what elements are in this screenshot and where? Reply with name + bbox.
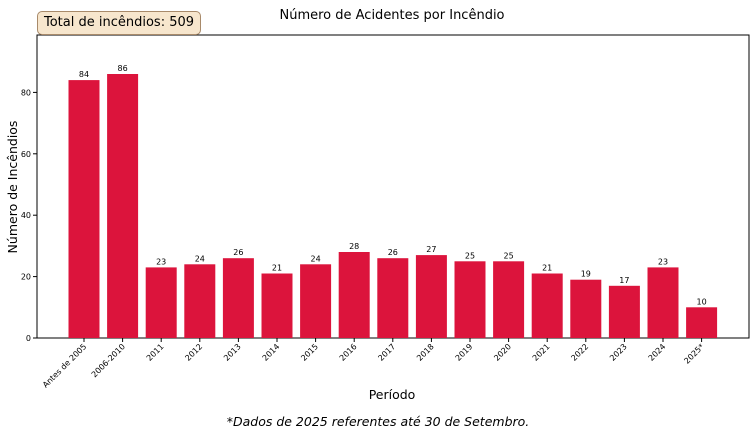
x-tick-label: 2020: [492, 342, 513, 363]
bar-value-label: 26: [388, 248, 398, 257]
bar-value-label: 23: [156, 257, 166, 266]
x-tick-label: 2021: [531, 342, 552, 363]
y-tick-label: 60: [21, 150, 31, 159]
bar: [570, 279, 602, 338]
x-tick-label: 2023: [608, 342, 629, 363]
bar: [415, 255, 447, 338]
y-axis: 0 20 40 60 80: [21, 88, 37, 343]
bar-value-label: 17: [619, 276, 629, 285]
bar-value-label: 84: [79, 70, 89, 79]
bar: [184, 264, 216, 338]
bar-value-label: 26: [233, 248, 243, 257]
x-tick-label: 2011: [145, 342, 166, 363]
chart-title: Número de Acidentes por Incêndio: [279, 8, 504, 23]
x-tick-label: 2012: [183, 342, 204, 363]
x-tick-label: 2022: [569, 342, 590, 363]
x-tick-label: 2006-2010: [90, 342, 127, 379]
x-tick-label: 2018: [415, 342, 436, 363]
bar-value-label: 24: [311, 254, 321, 263]
bar-value-label: 28: [349, 242, 359, 251]
footnote: *Dados de 2025 referentes até 30 de Sete…: [226, 414, 530, 429]
bar: [261, 273, 293, 338]
x-tick-label: 2017: [376, 342, 397, 363]
bar: [377, 258, 409, 338]
x-tick-label: Antes de 2005: [41, 342, 89, 390]
x-tick-label: 2019: [454, 342, 475, 363]
y-tick-label: 0: [26, 334, 31, 343]
x-tick-label: 2024: [647, 342, 668, 363]
total-fires-badge: Total de incêndios: 509: [37, 11, 202, 35]
x-tick-label: 2014: [261, 342, 282, 363]
bar-value-label: 21: [542, 264, 552, 273]
y-tick-label: 40: [21, 211, 31, 220]
bar: [493, 261, 525, 339]
bar-value-label: 25: [504, 251, 514, 260]
y-axis-label: Número de Incêndios: [5, 121, 20, 254]
x-axis-label: Período: [369, 387, 416, 402]
x-tick-label: 2016: [338, 342, 359, 363]
bar-value-label: 21: [272, 264, 282, 273]
x-tick-label: 2013: [222, 342, 243, 363]
bar: [222, 258, 254, 338]
bar-value-label: 24: [195, 254, 205, 263]
y-tick-label: 80: [21, 88, 31, 97]
bar-value-label: 10: [697, 297, 707, 306]
bar: [531, 273, 563, 338]
bar-value-label: 25: [465, 251, 475, 260]
bar: [338, 252, 370, 338]
bar: [647, 267, 679, 338]
bar-value-label: 19: [581, 270, 591, 279]
bar: [686, 307, 718, 338]
bar: [107, 74, 139, 338]
x-tick-label: 2025*: [682, 342, 706, 366]
y-tick-label: 20: [21, 273, 31, 282]
bar: [608, 285, 640, 338]
x-tick-label: 2015: [299, 342, 320, 363]
bar-value-label: 23: [658, 257, 668, 266]
x-axis: Antes de 2005 2006-2010 2011 2012 2013 2014 20…: [41, 338, 706, 390]
bar: [454, 261, 486, 339]
bar: [145, 267, 177, 338]
bar: [300, 264, 332, 338]
bar-value-label: 86: [118, 64, 128, 73]
bar: [68, 80, 100, 338]
bars-layer: 84 86 23 24 26 21 24 28 26 27 25 25 21 19 17 23 10: [68, 64, 718, 339]
bar-value-label: 27: [426, 245, 436, 254]
